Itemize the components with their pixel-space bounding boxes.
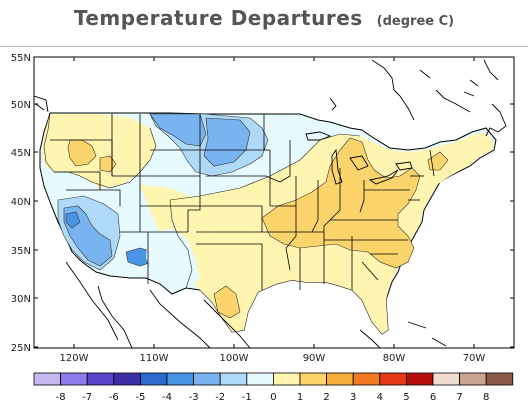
lat-label: 45N [11, 148, 31, 159]
colorbar: -8 -7 -6 -5 -4 -3 -2 -1 0 1 2 3 4 5 6 7 8 [33, 372, 514, 403]
state-boundaries [50, 114, 435, 290]
colorbar-label: 4 [377, 392, 383, 403]
map-title: Temperature Departures [73, 6, 363, 30]
colorbar-swatch [485, 372, 514, 386]
colorbar-swatch [326, 372, 354, 386]
colorbar-swatch [33, 372, 62, 386]
colorbar-label: 3 [350, 392, 356, 403]
surrounding-coastlines [34, 59, 507, 348]
lon-label: 90W [303, 353, 326, 364]
lat-label: 25N [11, 343, 31, 354]
colorbar-label: -4 [162, 392, 172, 403]
colorbar-swatch [219, 372, 248, 386]
lon-label: 80W [383, 353, 406, 364]
colorbar-label: -1 [242, 392, 252, 403]
latitude-axis: 55N 50N 45N 40N 35N 30N 25N [11, 53, 514, 354]
lon-label: 110W [140, 353, 169, 364]
colorbar-label: -7 [82, 392, 92, 403]
pale-warm-northwest [42, 114, 156, 188]
lat-label: 35N [11, 246, 31, 257]
temperature-map: 55N 50N 45N 40N 35N 30N 25N 120W 110W 100W 90W 80W… [11, 53, 515, 403]
colorbar-label: 0 [270, 392, 276, 403]
colorbar-label: 6 [430, 392, 436, 403]
map-content [34, 59, 507, 348]
colorbar-swatch [86, 372, 115, 386]
lat-label: 30N [11, 294, 31, 305]
cool-region-texas-panhandle [146, 228, 200, 286]
cold-spot-nevada [65, 211, 81, 229]
lon-label: 70W [463, 353, 486, 364]
warm-patch-oregon [67, 139, 97, 167]
lon-label: 100W [220, 353, 249, 364]
colorbar-swatch [432, 372, 461, 386]
lat-label: 40N [11, 197, 31, 208]
title-block: Temperature Departures (degree C) [0, 6, 528, 30]
title-divider [0, 46, 528, 47]
colorbar-label: 2 [323, 392, 329, 403]
great-lakes [305, 131, 413, 185]
colorbar-swatch [405, 372, 434, 386]
colorbar-swatch [139, 372, 168, 386]
colorbar-swatch [299, 372, 328, 386]
colorbar-swatch [272, 372, 301, 386]
longitude-axis: 120W 110W 100W 90W 80W 70W [60, 57, 486, 364]
lat-label: 50N [11, 100, 31, 111]
colorbar-swatch [166, 372, 195, 386]
colorbar-swatch [352, 372, 381, 386]
colorbar-label: 5 [403, 392, 409, 403]
colorbar-swatch [246, 372, 274, 386]
colorbar-label: -8 [56, 392, 66, 403]
colorbar-swatch [193, 372, 221, 386]
cool-region-plains [149, 113, 207, 147]
colorbar-swatch [60, 372, 88, 386]
cool-region-dakotas [203, 117, 251, 167]
colorbar-label: 1 [297, 392, 303, 403]
colorbar-swatch [113, 372, 141, 386]
lon-label: 120W [60, 353, 89, 364]
lat-label: 55N [11, 53, 31, 64]
map-subtitle: (degree C) [376, 14, 455, 29]
contour-lines [43, 113, 361, 289]
colorbar-label: -6 [109, 392, 119, 403]
colorbar-label: -5 [135, 392, 145, 403]
warm-patch-northeast [427, 151, 449, 171]
colorbar-label: 8 [483, 392, 489, 403]
colorbar-label: -3 [189, 392, 199, 403]
colorbar-label: -2 [215, 392, 225, 403]
colorbar-swatch [379, 372, 407, 386]
colorbar-label: 7 [456, 392, 462, 403]
warm-patch-texas [213, 285, 241, 319]
colorbar-swatch [459, 372, 487, 386]
